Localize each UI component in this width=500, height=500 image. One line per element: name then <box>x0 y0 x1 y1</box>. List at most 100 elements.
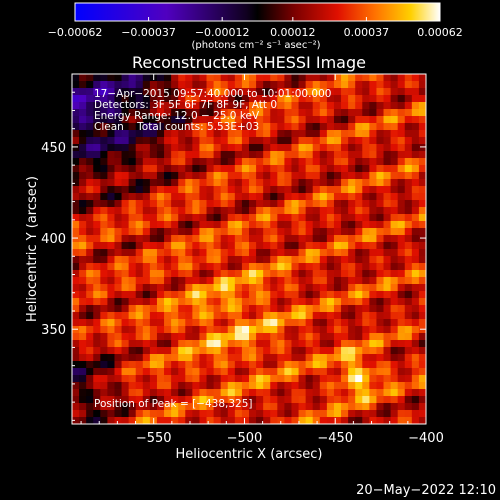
heatmap-pixel <box>149 284 158 292</box>
heatmap-pixel <box>270 165 278 173</box>
heatmap-pixel <box>149 158 158 166</box>
heatmap-pixel <box>341 305 349 313</box>
heatmap-pixel <box>241 256 250 264</box>
heatmap-pixel <box>348 207 356 215</box>
heatmap-pixel <box>277 291 285 299</box>
heatmap-pixel <box>142 249 151 257</box>
heatmap-pixel <box>298 74 307 82</box>
heatmap-pixel <box>213 81 222 89</box>
heatmap-pixel <box>263 305 271 313</box>
heatmap-pixel <box>114 179 123 187</box>
heatmap-pixel <box>142 270 151 278</box>
heatmap-pixel <box>362 235 370 243</box>
heatmap-pixel <box>249 340 257 348</box>
heatmap-pixel <box>326 151 335 159</box>
heatmap-pixel <box>199 361 208 369</box>
heatmap-pixel <box>93 74 101 82</box>
heatmap-pixel <box>298 235 307 243</box>
heatmap-pixel <box>333 361 342 369</box>
heatmap-pixel <box>249 123 257 131</box>
heatmap-pixel <box>376 74 385 82</box>
heatmap-pixel <box>249 144 257 152</box>
heatmap-pixel <box>319 242 328 250</box>
heatmap-pixel <box>72 109 80 117</box>
heatmap-pixel <box>341 186 349 194</box>
heatmap-pixel <box>135 326 144 334</box>
heatmap-pixel <box>305 228 314 236</box>
heatmap-pixel <box>383 109 392 117</box>
heatmap-pixel <box>326 228 335 236</box>
heatmap-pixel <box>404 228 413 236</box>
heatmap-pixel <box>333 410 342 418</box>
heatmap-pixel <box>149 193 158 201</box>
heatmap-pixel <box>72 305 80 313</box>
heatmap-pixel <box>72 235 80 243</box>
heatmap-pixel <box>348 396 356 404</box>
heatmap-pixel <box>312 221 321 229</box>
heatmap-pixel <box>298 172 307 180</box>
heatmap-pixel <box>305 305 314 313</box>
heatmap-pixel <box>291 207 300 215</box>
heatmap-pixel <box>72 340 80 348</box>
heatmap-pixel <box>128 270 137 278</box>
heatmap-pixel <box>142 263 151 271</box>
heatmap-pixel <box>397 172 406 180</box>
heatmap-pixel <box>72 116 80 124</box>
heatmap-pixel <box>79 144 87 152</box>
heatmap-pixel <box>192 81 200 89</box>
heatmap-pixel <box>100 319 108 327</box>
heatmap-pixel <box>100 277 108 285</box>
heatmap-pixel <box>107 207 115 215</box>
heatmap-pixel <box>185 207 193 215</box>
heatmap-pixel <box>107 305 115 313</box>
heatmap-pixel <box>121 130 130 138</box>
heatmap-pixel <box>411 354 420 362</box>
heatmap-pixel <box>348 270 356 278</box>
heatmap-pixel <box>411 158 420 166</box>
heatmap-pixel <box>100 81 108 89</box>
heatmap-pixel <box>256 277 264 285</box>
heatmap-pixel <box>390 172 399 180</box>
heatmap-pixel <box>312 291 321 299</box>
heatmap-pixel <box>411 242 420 250</box>
heatmap-pixel <box>206 109 215 117</box>
heatmap-pixel <box>305 312 314 320</box>
heatmap-pixel <box>256 270 264 278</box>
heatmap-pixel <box>326 298 335 306</box>
heatmap-pixel <box>121 172 130 180</box>
heatmap-pixel <box>107 200 115 208</box>
heatmap-pixel <box>79 403 87 411</box>
heatmap-pixel <box>86 375 94 383</box>
heatmap-pixel <box>369 382 377 390</box>
heatmap-pixel <box>149 326 158 334</box>
date-stamp: 20−May−2022 12:10 <box>356 483 496 498</box>
heatmap-pixel <box>333 375 342 383</box>
heatmap-pixel <box>256 165 264 173</box>
heatmap-pixel <box>135 382 144 390</box>
heatmap-pixel <box>390 214 399 222</box>
heatmap-pixel <box>284 109 292 117</box>
heatmap-pixel <box>93 326 101 334</box>
heatmap-pixel <box>227 130 236 138</box>
heatmap-pixel <box>199 312 208 320</box>
heatmap-pixel <box>185 109 193 117</box>
heatmap-pixel <box>241 361 250 369</box>
heatmap-pixel <box>156 81 165 89</box>
heatmap-pixel <box>333 81 342 89</box>
heatmap-pixel <box>376 242 385 250</box>
heatmap-pixel <box>178 109 186 117</box>
heatmap-pixel <box>185 130 193 138</box>
heatmap-pixel <box>220 228 229 236</box>
heatmap-pixel <box>234 284 243 292</box>
heatmap-pixel <box>149 354 158 362</box>
heatmap-pixel <box>298 291 307 299</box>
heatmap-pixel <box>284 172 292 180</box>
heatmap-pixel <box>376 130 385 138</box>
heatmap-pixel <box>404 193 413 201</box>
heatmap-pixel <box>355 123 363 131</box>
heatmap-pixel <box>341 354 349 362</box>
heatmap-pixel <box>305 109 314 117</box>
heatmap-pixel <box>256 319 264 327</box>
heatmap-pixel <box>418 109 426 117</box>
heatmap-pixel <box>121 340 130 348</box>
